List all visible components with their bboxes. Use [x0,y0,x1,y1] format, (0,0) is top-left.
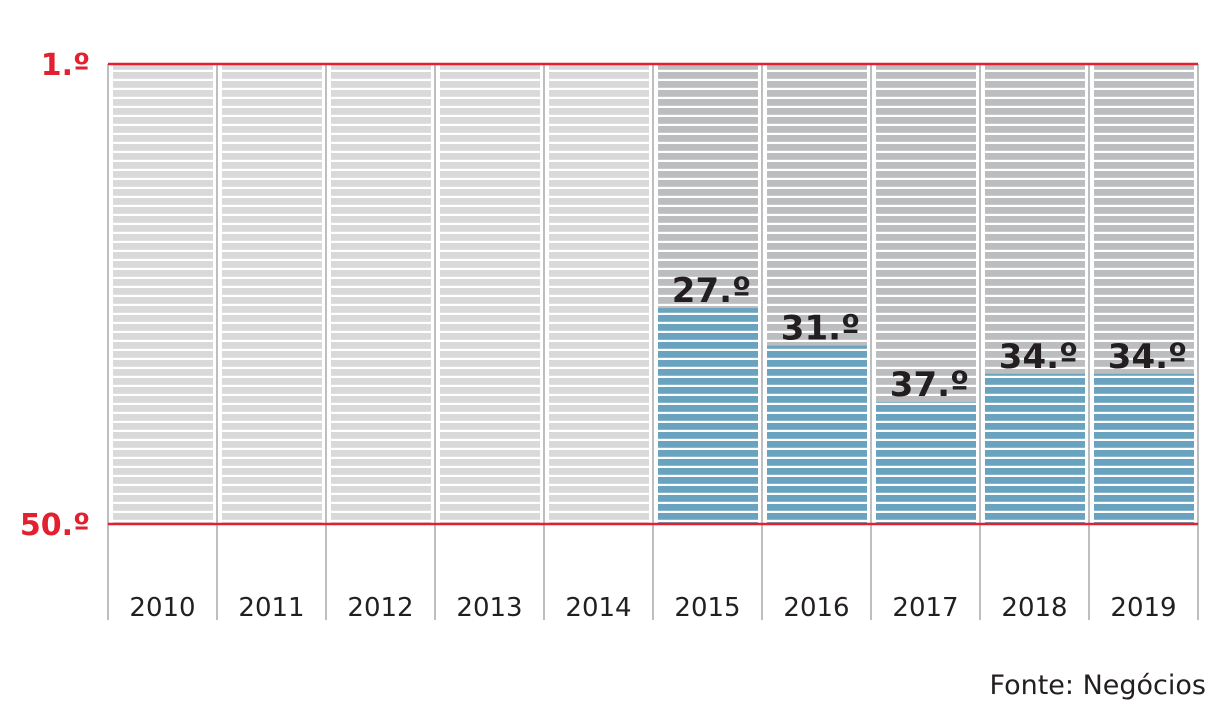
stripes-2014 [549,64,649,524]
x-tick-label-2016: 2016 [783,593,849,623]
stripes-2011 [222,64,322,524]
stripes-2012 [331,64,431,524]
y-label-top: 1.º [41,48,90,83]
stripes-2010 [113,64,213,524]
value-label-2018: 34.º [999,337,1078,377]
x-tick-label-2014: 2014 [565,593,631,623]
stripes-2015 [658,64,758,524]
x-tick-label-2015: 2015 [674,593,740,623]
x-tick-label-2018: 2018 [1001,593,1067,623]
value-label-2015: 27.º [672,271,751,311]
source-note: Fonte: Negócios [989,670,1206,701]
stripes-2017 [876,64,976,524]
stripes-2019 [1094,64,1194,524]
y-label-bottom: 50.º [20,508,90,543]
value-label-2019: 34.º [1108,337,1187,377]
stripes-2016 [767,64,867,524]
stripes-2013 [440,64,540,524]
stripes-2018 [985,64,1085,524]
x-tick-label-2017: 2017 [892,593,958,623]
x-tick-label-2013: 2013 [456,593,522,623]
x-tick-label-2012: 2012 [347,593,413,623]
x-tick-label-2019: 2019 [1110,593,1176,623]
x-tick-label-2011: 2011 [238,593,304,623]
x-tick-label-2010: 2010 [129,593,195,623]
value-label-2017: 37.º [890,365,969,405]
value-label-2016: 31.º [781,309,860,349]
